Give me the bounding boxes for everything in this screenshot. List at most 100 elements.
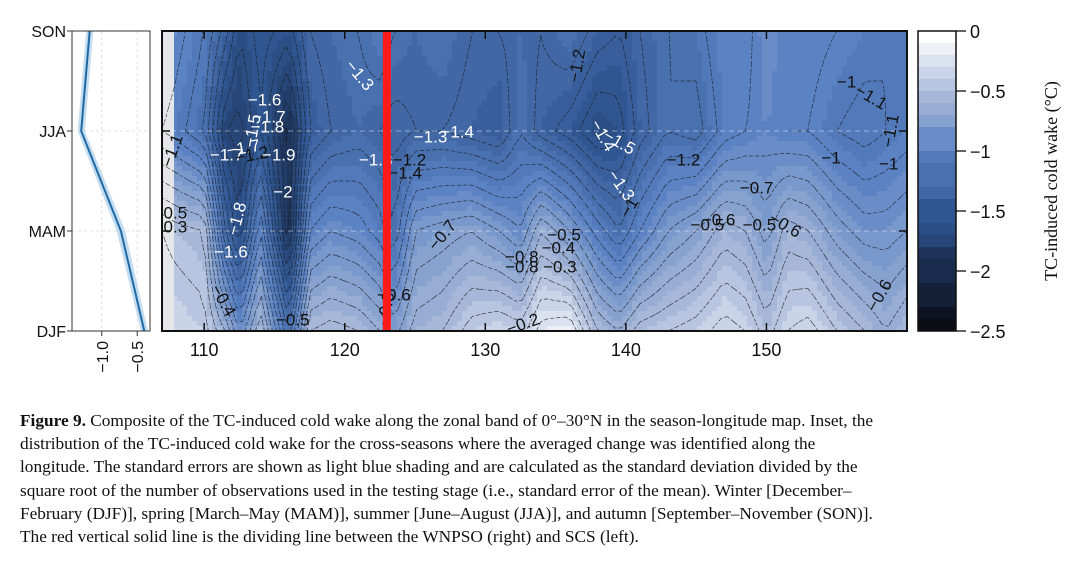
heatmap-cell <box>487 176 493 182</box>
heatmap-cell <box>877 71 883 77</box>
heatmap-cell <box>482 111 488 117</box>
heatmap-cell <box>532 136 538 142</box>
heatmap-cell <box>632 96 638 102</box>
heatmap-cell <box>557 31 563 37</box>
heatmap-cell <box>672 136 678 142</box>
heatmap-cell <box>827 146 833 152</box>
heatmap-cell <box>392 116 398 122</box>
heatmap-cell <box>602 46 608 52</box>
heatmap-cell <box>467 81 473 87</box>
heatmap-cell <box>287 191 293 197</box>
heatmap-cell <box>432 96 438 102</box>
heatmap-cell <box>902 171 907 177</box>
heatmap-cell <box>842 51 848 57</box>
heatmap-cell <box>567 121 573 127</box>
heatmap-cell <box>202 61 208 67</box>
heatmap-cell <box>377 186 383 192</box>
heatmap-cell <box>682 46 688 52</box>
heatmap-cell <box>707 136 713 142</box>
heatmap-cell <box>727 131 733 137</box>
heatmap-cell <box>797 191 803 197</box>
heatmap-cell <box>507 191 513 197</box>
heatmap-cell <box>192 91 198 97</box>
heatmap-cell <box>582 116 588 122</box>
heatmap-cell <box>587 176 593 182</box>
heatmap-cell <box>777 46 783 52</box>
heatmap-cell <box>307 51 313 57</box>
heatmap-cell <box>597 91 603 97</box>
heatmap-cell <box>727 116 733 122</box>
heatmap-cell <box>467 121 473 127</box>
heatmap-cell <box>797 186 803 192</box>
heatmap-cell <box>537 36 543 42</box>
heatmap-cell <box>267 46 273 52</box>
heatmap-cell <box>762 61 768 67</box>
heatmap-cell <box>202 96 208 102</box>
heatmap-cell <box>807 101 813 107</box>
heatmap-cell <box>202 156 208 162</box>
heatmap-cell <box>797 166 803 172</box>
heatmap-cell <box>552 116 558 122</box>
heatmap-cell <box>442 176 448 182</box>
heatmap-cell <box>812 161 818 167</box>
heatmap-cell <box>287 166 293 172</box>
heatmap-cell <box>727 51 733 57</box>
heatmap-cell <box>477 41 483 47</box>
heatmap-cell <box>402 71 408 77</box>
heatmap-cell <box>362 31 368 37</box>
heatmap-cell <box>327 186 333 192</box>
heatmap-cell <box>197 71 203 77</box>
heatmap-cell <box>822 131 828 137</box>
heatmap-cell <box>827 36 833 42</box>
heatmap-cell <box>232 31 238 37</box>
heatmap-cell <box>597 176 603 182</box>
heatmap-cell <box>827 96 833 102</box>
heatmap-cell <box>797 111 803 117</box>
heatmap-cell <box>372 141 378 147</box>
heatmap-cell <box>507 31 513 37</box>
heatmap-cell <box>462 106 468 112</box>
heatmap-cell <box>842 111 848 117</box>
heatmap-cell <box>417 121 423 127</box>
heatmap-cell <box>877 181 883 187</box>
heatmap-cell <box>682 181 688 187</box>
heatmap-cell <box>417 166 423 172</box>
heatmap-cell <box>367 176 373 182</box>
heatmap-cell <box>602 166 608 172</box>
heatmap-cell <box>587 76 593 82</box>
heatmap-cell <box>447 86 453 92</box>
heatmap-cell <box>177 51 183 57</box>
heatmap-cell <box>252 36 258 42</box>
heatmap-cell <box>697 56 703 62</box>
heatmap-cell <box>362 141 368 147</box>
heatmap-cell <box>742 191 748 197</box>
heatmap-cell <box>302 101 308 107</box>
heatmap-cell <box>497 86 503 92</box>
heatmap-cell <box>337 91 343 97</box>
heatmap-cell <box>332 106 338 112</box>
inset-series-line <box>80 31 146 331</box>
heatmap-cell <box>607 161 613 167</box>
heatmap-cell <box>672 101 678 107</box>
heatmap-cell <box>627 181 633 187</box>
heatmap-cell <box>572 71 578 77</box>
heatmap-cell <box>402 96 408 102</box>
heatmap-cell <box>777 96 783 102</box>
heatmap-cell <box>782 121 788 127</box>
heatmap-cell <box>772 106 778 112</box>
heatmap-cell <box>762 51 768 57</box>
heatmap-cell <box>637 141 643 147</box>
heatmap-cell <box>457 186 463 192</box>
heatmap-cell <box>697 81 703 87</box>
heatmap-cell <box>247 161 253 167</box>
heatmap-cell <box>337 61 343 67</box>
heatmap-cell <box>287 186 293 192</box>
heatmap-cell <box>427 126 433 132</box>
heatmap-cell <box>877 126 883 132</box>
heatmap-cell <box>882 126 888 132</box>
heatmap-cell <box>772 161 778 167</box>
heatmap-cell <box>297 161 303 167</box>
heatmap-cell <box>172 56 178 62</box>
heatmap-cell <box>532 101 538 107</box>
heatmap-cell <box>187 171 193 177</box>
